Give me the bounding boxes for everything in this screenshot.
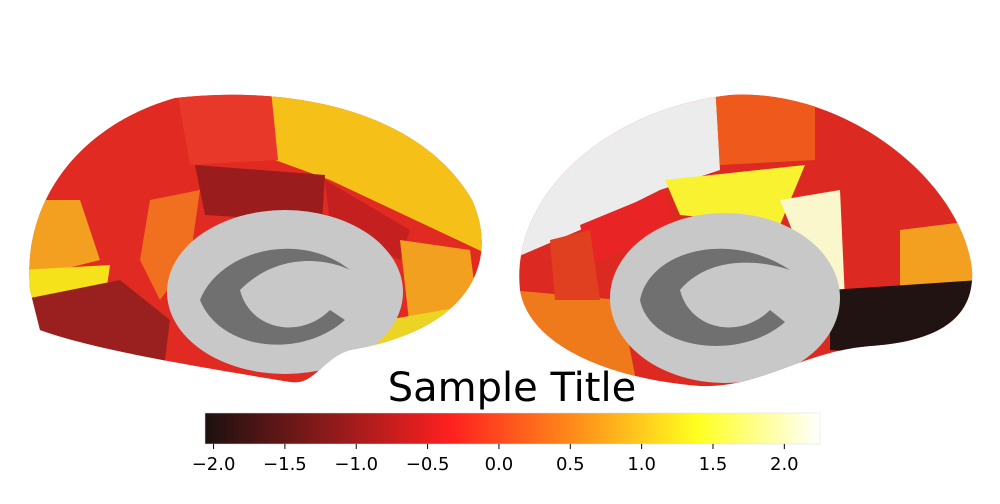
tick-label: −2.0 xyxy=(192,454,236,475)
tick-label: −1.5 xyxy=(263,454,307,475)
tick-label: 1.0 xyxy=(627,454,656,475)
tick-label: 0.5 xyxy=(556,454,585,475)
left-hemisphere xyxy=(29,94,482,383)
tick-label: 2.0 xyxy=(770,454,799,475)
chart-title: Sample Title xyxy=(388,365,636,411)
tick-label: −0.5 xyxy=(406,454,450,475)
tick-label: 0.0 xyxy=(485,454,514,475)
tick-label: 1.5 xyxy=(699,454,728,475)
right-hemisphere xyxy=(519,94,973,387)
colorbar xyxy=(204,412,821,445)
tick-label: −1.0 xyxy=(334,454,378,475)
